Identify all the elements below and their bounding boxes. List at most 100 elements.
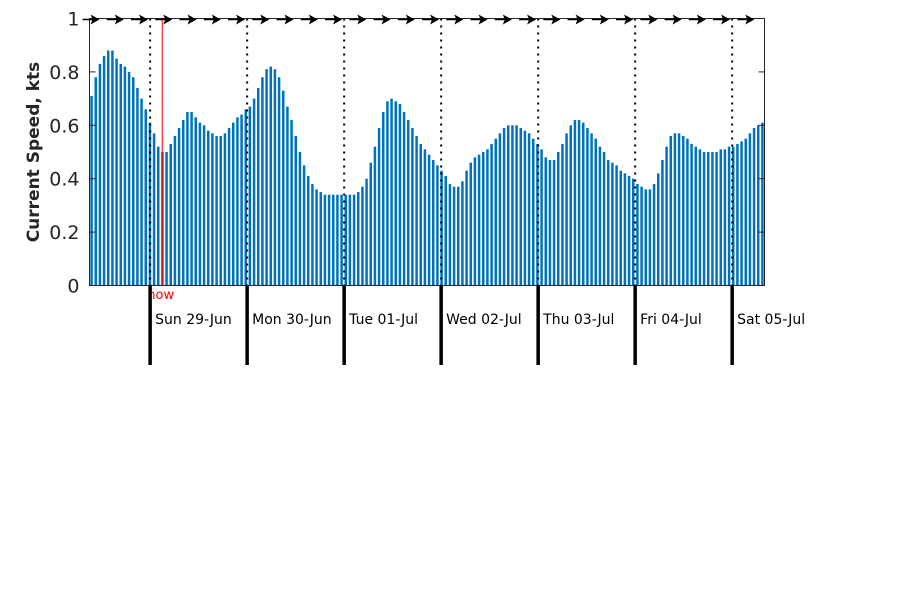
speed-bar <box>602 152 606 286</box>
speed-bar <box>436 165 439 286</box>
speed-bar <box>294 135 297 286</box>
speed-bar <box>527 133 531 286</box>
speed-bar <box>265 69 268 286</box>
speed-bar <box>732 146 735 286</box>
speed-bar <box>215 135 218 286</box>
y-axis-label: Current Speed, kts <box>24 62 44 243</box>
speed-bar <box>707 152 710 286</box>
speed-bar <box>457 186 460 286</box>
y-tick-label: 0.2 <box>49 222 79 244</box>
speed-bar <box>740 141 743 286</box>
speed-bar <box>94 77 97 286</box>
arrow-head <box>284 14 294 25</box>
y-tick-label: 0.8 <box>49 62 79 84</box>
speed-bar <box>144 109 147 286</box>
y-tick-label: 0.4 <box>49 169 79 191</box>
speed-bar <box>269 66 272 286</box>
speed-bar <box>240 114 243 286</box>
speed-bar <box>373 146 377 286</box>
speed-bar <box>244 109 247 286</box>
speed-bar <box>657 173 660 286</box>
speed-bar <box>677 133 681 286</box>
speed-bar <box>469 162 472 286</box>
speed-bar <box>311 184 314 286</box>
speed-bar <box>394 101 397 286</box>
arrow-head <box>333 14 343 25</box>
speed-bar <box>148 122 152 286</box>
speed-bar <box>227 127 231 286</box>
direction-arrow-icon <box>737 14 755 25</box>
speed-bar <box>627 176 631 286</box>
speed-bar <box>569 125 572 286</box>
direction-arrow-icon <box>591 14 609 25</box>
speed-bar <box>198 122 202 286</box>
direction-arrow-icon <box>470 14 488 25</box>
speed-bar <box>90 95 93 286</box>
speed-bar <box>615 165 618 286</box>
speed-bar <box>423 149 427 286</box>
speed-bar <box>532 138 535 286</box>
direction-arrow-icon <box>422 14 440 25</box>
speed-bar <box>169 143 172 286</box>
day-tick-label: Thu 03-Jul <box>542 312 614 328</box>
arrow-head <box>599 14 609 25</box>
arrow-head <box>696 14 706 25</box>
speed-bar <box>211 133 214 286</box>
speed-bar <box>440 170 443 286</box>
direction-arrow-icon <box>155 14 173 25</box>
speed-bar <box>407 119 410 286</box>
y-tick-label: 1 <box>67 9 79 31</box>
arrow-head <box>211 14 221 25</box>
speed-bar <box>573 119 577 286</box>
speed-bar <box>607 160 610 286</box>
speed-bar <box>107 50 110 286</box>
arrow-head <box>381 14 391 25</box>
arrow-head <box>502 14 512 25</box>
direction-arrow-icon <box>106 14 124 25</box>
speed-bar <box>132 77 135 286</box>
speed-bar <box>302 165 306 286</box>
y-axis-ticks: 0 0.2 0.4 0.6 0.8 1 <box>49 9 765 298</box>
direction-arrow-icon <box>519 14 537 25</box>
y-tick-label: 0.6 <box>49 115 79 137</box>
speed-bar <box>290 119 293 286</box>
speed-bar <box>544 157 547 286</box>
direction-arrow-icon <box>252 14 270 25</box>
speed-bar <box>636 184 639 286</box>
speed-bar <box>473 157 477 286</box>
speed-bar <box>173 135 177 286</box>
speed-bar <box>761 122 764 286</box>
speed-bar <box>702 152 706 286</box>
speed-bar <box>282 90 285 286</box>
arrow-head <box>308 14 318 25</box>
speed-bar <box>523 130 527 286</box>
speed-bar <box>252 98 256 286</box>
speed-bar <box>486 149 489 286</box>
arrow-head <box>624 14 634 25</box>
speed-bar <box>590 133 593 286</box>
arrow-head <box>139 14 149 25</box>
speed-bar <box>307 176 310 286</box>
speed-bar <box>98 63 102 286</box>
speed-bar <box>598 146 602 286</box>
arrow-head <box>672 14 682 25</box>
speed-bar <box>477 154 481 286</box>
speed-bar <box>273 69 277 286</box>
speed-bar <box>757 125 760 286</box>
speed-bar <box>390 98 393 286</box>
speed-bar <box>219 135 222 286</box>
speed-bar <box>177 127 181 286</box>
speed-bar <box>319 192 322 286</box>
speed-bar <box>357 192 360 286</box>
speed-bar <box>690 143 693 286</box>
direction-arrow-icon <box>713 14 731 25</box>
speed-bar <box>582 122 585 286</box>
direction-arrow-icon <box>82 14 100 25</box>
speed-bar <box>327 194 331 286</box>
speed-bar <box>348 194 352 286</box>
speed-bar <box>315 189 318 286</box>
plot-area-border <box>89 18 765 286</box>
day-tick-label: Sat 05-Jul <box>737 312 805 328</box>
speed-bar <box>119 63 122 286</box>
speed-bar <box>123 66 127 286</box>
